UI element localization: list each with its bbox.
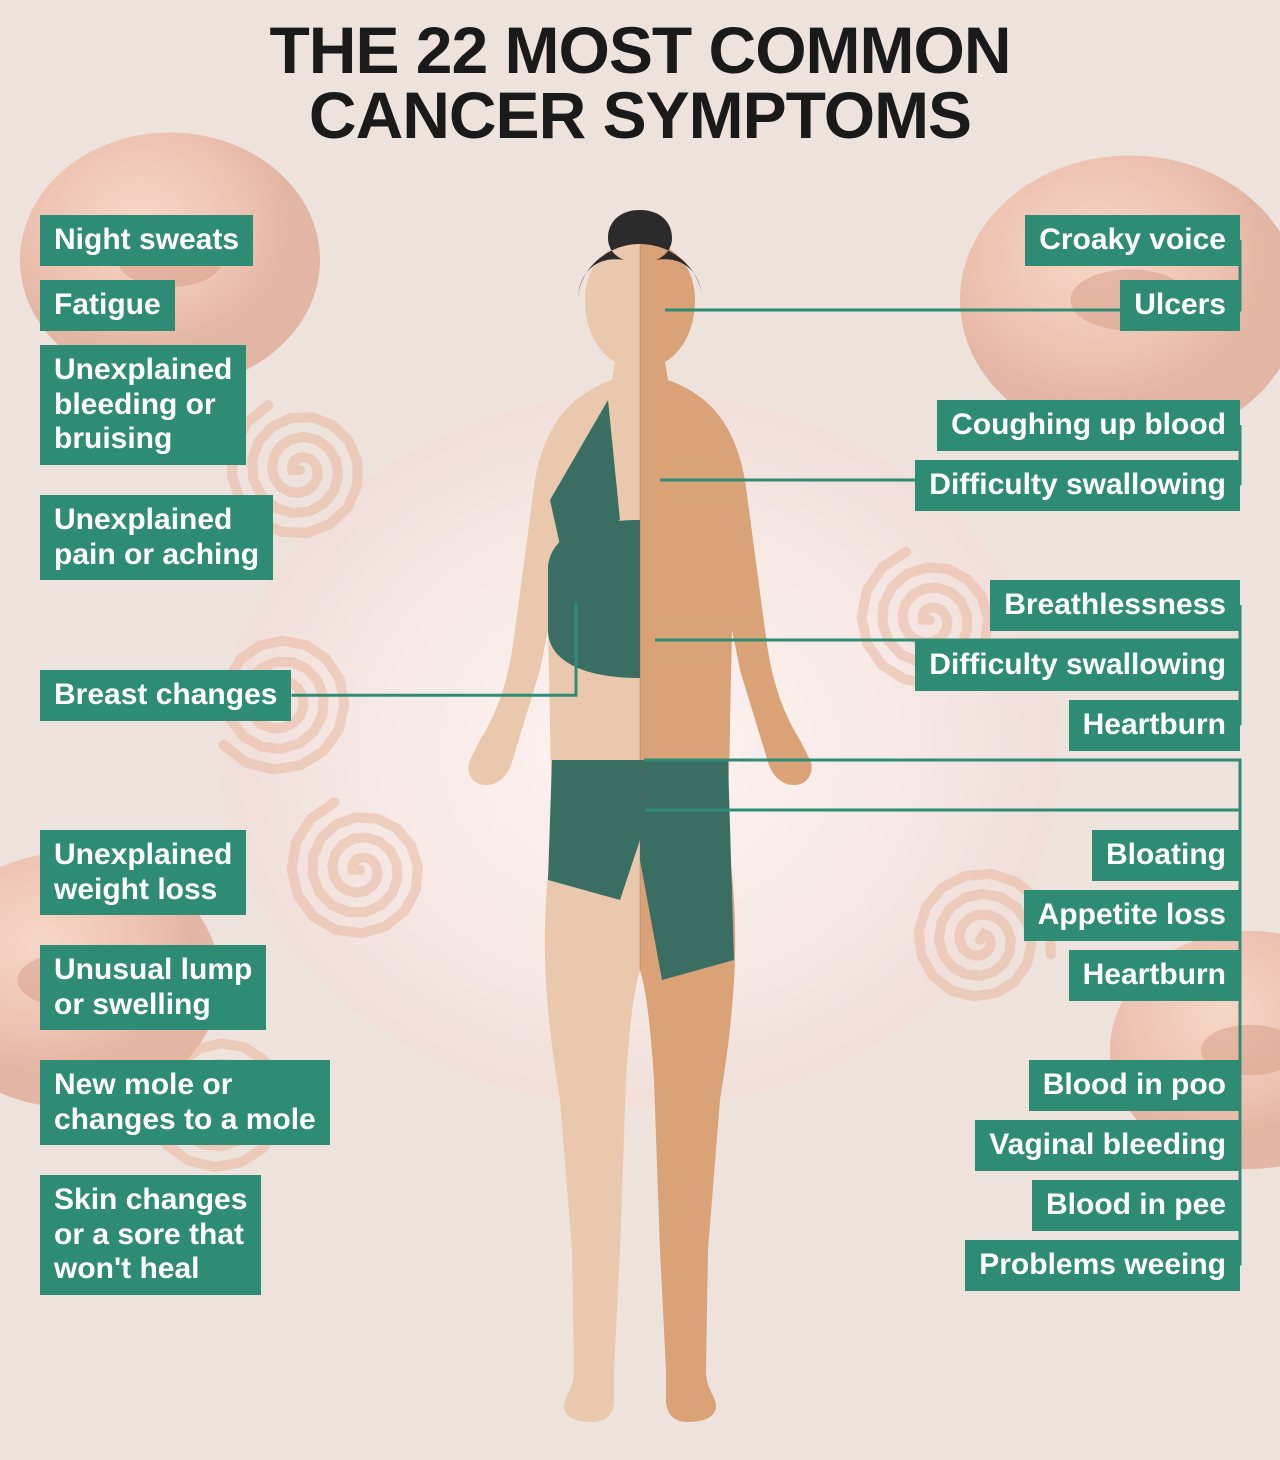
symptom-label: Coughing up blood bbox=[937, 400, 1240, 451]
symptom-label: Problems weeing bbox=[965, 1240, 1240, 1291]
symptom-label: Vaginal bleeding bbox=[975, 1120, 1240, 1171]
symptom-label: Croaky voice bbox=[1025, 215, 1240, 266]
symptom-label: Bloating bbox=[1092, 830, 1240, 881]
body-figure bbox=[410, 200, 870, 1430]
symptom-label: Unexplained weight loss bbox=[40, 830, 246, 915]
symptom-label: Blood in pee bbox=[1032, 1180, 1240, 1231]
symptom-label: Heartburn bbox=[1069, 950, 1240, 1001]
symptom-label: New mole or changes to a mole bbox=[40, 1060, 330, 1145]
symptom-label: Ulcers bbox=[1120, 280, 1240, 331]
symptom-label: Fatigue bbox=[40, 280, 175, 331]
page-title: THE 22 MOST COMMON CANCER SYMPTOMS bbox=[0, 18, 1280, 147]
symptom-label: Blood in poo bbox=[1029, 1060, 1240, 1111]
symptom-label: Appetite loss bbox=[1024, 890, 1240, 941]
symptom-label: Breast changes bbox=[40, 670, 291, 721]
symptom-label: Unexplained pain or aching bbox=[40, 495, 273, 580]
symptom-label: Difficulty swallowing bbox=[915, 460, 1240, 511]
symptom-label: Difficulty swallowing bbox=[915, 640, 1240, 691]
symptom-label: Heartburn bbox=[1069, 700, 1240, 751]
symptom-label: Skin changes or a sore that won't heal bbox=[40, 1175, 261, 1295]
symptom-label: Unusual lump or swelling bbox=[40, 945, 266, 1030]
symptom-label: Unexplained bleeding or bruising bbox=[40, 345, 246, 465]
symptom-label: Breathlessness bbox=[990, 580, 1240, 631]
symptom-label: Night sweats bbox=[40, 215, 253, 266]
